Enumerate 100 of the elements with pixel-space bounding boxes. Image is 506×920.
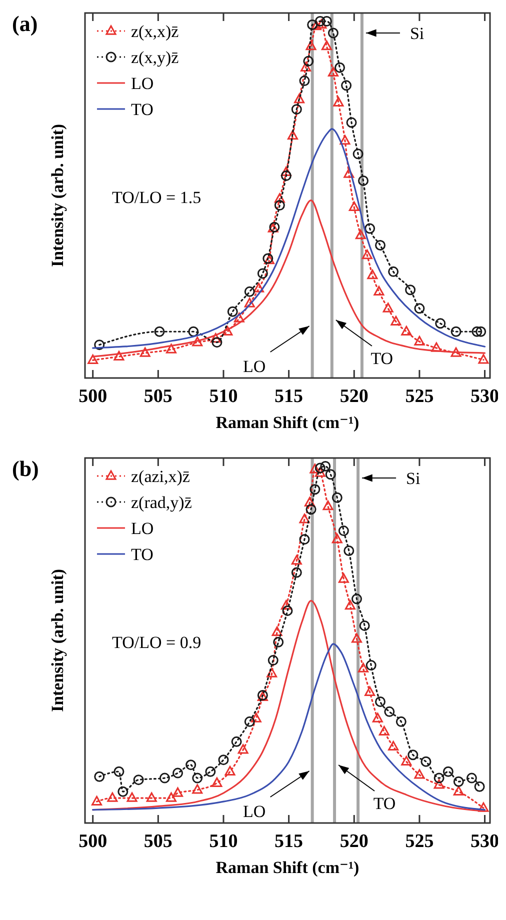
point (212, 777, 222, 787)
point (378, 726, 390, 736)
point (414, 336, 425, 346)
point (474, 781, 485, 792)
point (266, 668, 278, 678)
point (154, 326, 165, 337)
point (372, 712, 383, 722)
point (210, 333, 221, 343)
point (303, 56, 314, 66)
point (334, 62, 346, 73)
point (358, 662, 369, 672)
point (322, 500, 334, 510)
ref-line-label: Si (406, 469, 421, 488)
point (472, 326, 482, 337)
point (366, 660, 376, 671)
legend-label: LO (131, 74, 154, 93)
point (291, 104, 302, 115)
point (280, 600, 292, 610)
point (218, 754, 229, 766)
point (294, 94, 305, 104)
point (352, 148, 364, 160)
point (351, 594, 362, 604)
point (358, 175, 369, 186)
x-tick-label: 525 (405, 386, 434, 407)
point (332, 492, 342, 503)
point (408, 750, 418, 760)
x-tick-label: 500 (78, 386, 108, 407)
ref-line-label: LO (242, 802, 266, 821)
x-tick-label: 510 (209, 386, 238, 407)
point (348, 201, 360, 211)
point (476, 326, 486, 337)
legend-label: TO (131, 545, 154, 564)
point (114, 766, 124, 777)
point (291, 555, 302, 565)
point (166, 344, 176, 354)
point (299, 76, 310, 86)
point (364, 223, 376, 234)
point (359, 620, 370, 631)
point (310, 484, 320, 495)
point (405, 284, 416, 296)
point (338, 526, 349, 536)
point (450, 347, 462, 357)
legend-label: z(x,x)z̄ (131, 22, 180, 41)
legend-label: z(rad,y)z̄ (131, 493, 192, 512)
point (244, 716, 255, 727)
point (310, 464, 320, 474)
point (306, 504, 316, 515)
point (431, 342, 442, 352)
point (291, 567, 302, 578)
ref-line-label: Si (410, 24, 424, 43)
point (435, 318, 446, 329)
point (280, 170, 292, 181)
point (306, 40, 316, 50)
x-tick-label: 530 (470, 386, 500, 407)
point (344, 168, 354, 178)
point (287, 130, 298, 140)
point (166, 792, 176, 802)
point (310, 20, 322, 30)
x-tick-label: 515 (274, 386, 304, 407)
point (224, 766, 236, 776)
point (231, 736, 242, 747)
point (388, 740, 399, 751)
point (280, 166, 292, 176)
point (390, 316, 402, 326)
ref-line-label: TO (370, 349, 394, 368)
x-tick-label: 505 (144, 386, 172, 407)
point (414, 303, 425, 314)
x-tick-label: 500 (78, 831, 108, 852)
point (192, 336, 203, 346)
point (300, 62, 312, 72)
point (314, 467, 326, 477)
point (325, 469, 336, 480)
point (362, 250, 372, 260)
point (442, 766, 454, 777)
point (388, 266, 399, 277)
point (192, 772, 203, 784)
point (320, 460, 331, 472)
point (367, 270, 378, 280)
point (332, 534, 342, 544)
point (466, 772, 477, 784)
point (316, 19, 327, 29)
point (307, 20, 318, 30)
point (274, 200, 285, 211)
x-tick-label: 510 (209, 831, 238, 852)
point (414, 769, 425, 779)
point (450, 326, 462, 337)
chart-title: (a) (12, 11, 38, 36)
point (364, 686, 376, 696)
point (234, 312, 244, 322)
point (314, 16, 326, 26)
point (453, 776, 464, 787)
point (172, 768, 184, 778)
point (244, 286, 255, 297)
point (126, 792, 138, 802)
point (382, 302, 394, 312)
point (420, 756, 432, 767)
point (375, 696, 386, 707)
ref-line-label: LO (242, 357, 266, 376)
point (274, 193, 285, 203)
point (273, 636, 284, 648)
